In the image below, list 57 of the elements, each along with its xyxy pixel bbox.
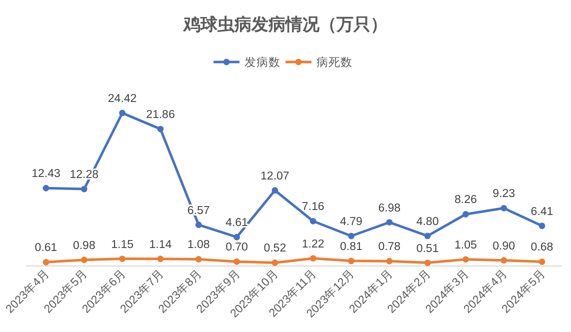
data-label: 0.70 bbox=[226, 242, 248, 254]
point bbox=[80, 186, 88, 192]
data-label: 6.98 bbox=[378, 202, 401, 214]
data-label: 12.07 bbox=[260, 170, 290, 182]
point bbox=[272, 187, 278, 194]
data-label: 1.08 bbox=[187, 239, 210, 252]
point bbox=[386, 258, 393, 264]
point bbox=[234, 258, 240, 265]
point bbox=[42, 184, 50, 192]
data-label: 1.14 bbox=[149, 238, 172, 251]
data-label: 1.22 bbox=[302, 238, 324, 250]
point bbox=[80, 256, 88, 264]
point bbox=[157, 256, 164, 262]
data-label: 6.41 bbox=[530, 206, 554, 218]
point bbox=[386, 219, 393, 226]
point bbox=[272, 260, 278, 266]
point bbox=[195, 256, 202, 262]
point bbox=[538, 258, 546, 265]
data-label: 4.79 bbox=[340, 216, 362, 228]
data-label: 4.80 bbox=[416, 216, 439, 228]
point bbox=[310, 255, 316, 262]
data-label: 21.86 bbox=[146, 109, 175, 122]
data-label: 0.51 bbox=[416, 242, 439, 255]
data-label: 0.78 bbox=[378, 241, 401, 254]
chart-title: 鸡球虫病发病情况（万只） bbox=[182, 15, 388, 34]
point bbox=[424, 260, 431, 266]
point bbox=[42, 258, 50, 266]
data-label: 0.90 bbox=[492, 240, 516, 252]
data-label: 7.16 bbox=[302, 201, 324, 214]
point bbox=[157, 126, 164, 132]
data-label: 9.23 bbox=[492, 188, 516, 200]
legend-label: 病死数 bbox=[316, 56, 352, 69]
point bbox=[424, 232, 431, 240]
data-label: 0.81 bbox=[340, 240, 362, 253]
data-label: 24.42 bbox=[108, 93, 137, 105]
point bbox=[195, 222, 202, 228]
point bbox=[538, 222, 546, 230]
data-label: 0.61 bbox=[34, 242, 58, 254]
point bbox=[348, 232, 354, 240]
data-label: 1.05 bbox=[454, 239, 477, 252]
legend-label: 发病数 bbox=[244, 56, 280, 69]
data-label: 0.68 bbox=[530, 242, 554, 254]
data-label: 0.52 bbox=[264, 242, 286, 255]
data-label: 1.15 bbox=[111, 238, 134, 251]
point bbox=[234, 234, 240, 240]
point bbox=[119, 256, 126, 262]
point bbox=[310, 218, 316, 224]
data-label: 12.43 bbox=[32, 168, 60, 180]
data-label: 4.61 bbox=[226, 217, 248, 230]
point bbox=[500, 257, 508, 264]
point bbox=[462, 256, 469, 263]
point bbox=[500, 204, 508, 212]
point bbox=[348, 258, 354, 264]
data-label: 0.98 bbox=[72, 240, 96, 252]
data-label: 8.26 bbox=[454, 194, 477, 206]
point bbox=[462, 211, 469, 218]
point bbox=[119, 110, 126, 116]
